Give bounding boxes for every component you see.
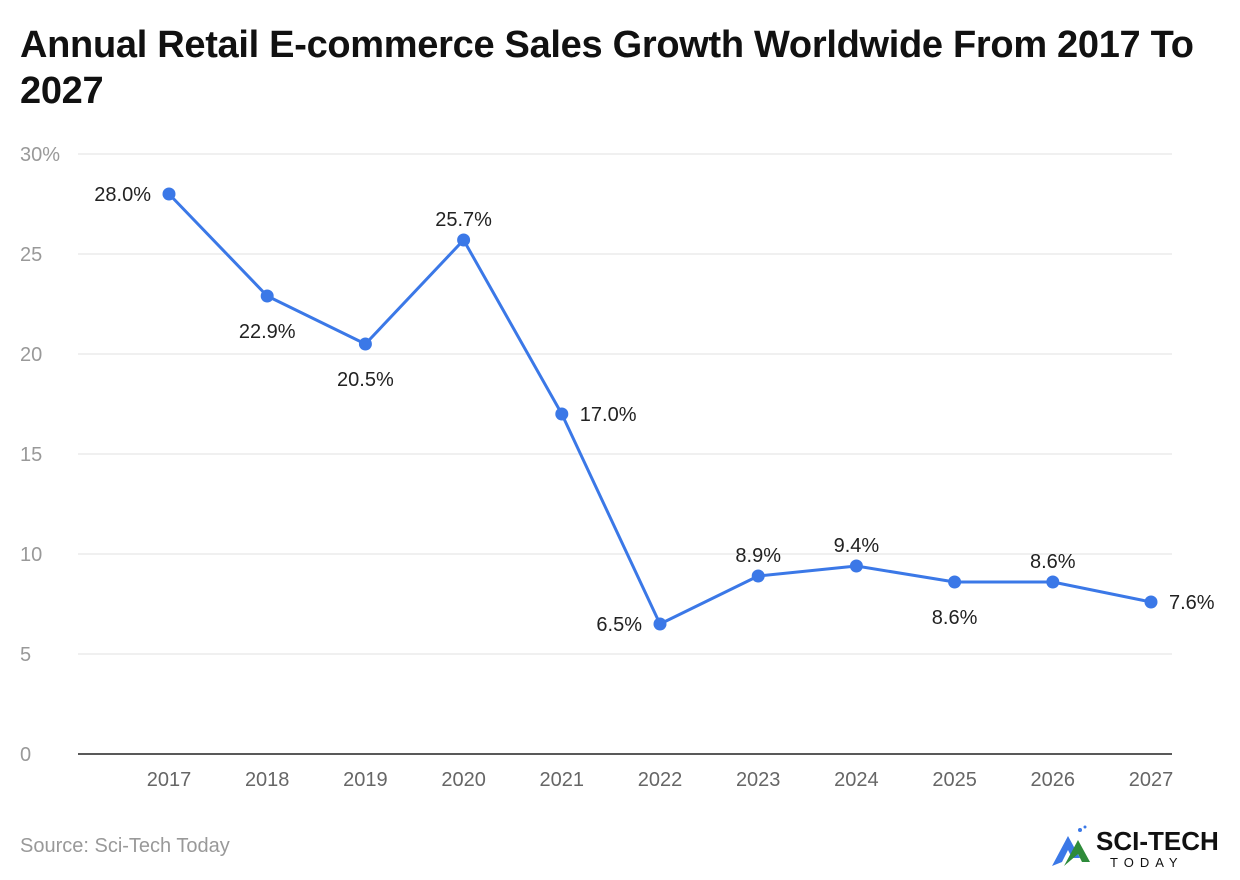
y-tick-label: 0 [20,744,31,766]
data-point [849,559,863,573]
source-note: Source: Sci-Tech Today [20,835,230,857]
data-label: 9.4% [834,535,880,557]
x-tick-label: 2024 [834,769,879,791]
series-line [167,192,1152,626]
x-tick-label: 2021 [540,769,585,791]
y-tick-label: 5 [20,644,31,666]
data-label: 25.7% [435,209,492,231]
data-label: 28.0% [94,184,151,206]
x-tick-label: 2020 [441,769,486,791]
data-label: 7.6% [1169,592,1215,614]
x-tick-label: 2023 [736,769,781,791]
data-label: 17.0% [580,404,637,426]
data-point [457,233,471,247]
chart-title: Annual Retail E-commerce Sales Growth Wo… [20,24,1194,112]
svg-text:TODAY: TODAY [1110,855,1184,870]
data-label: 22.9% [239,321,296,343]
x-tick-label: 2022 [638,769,683,791]
y-tick-label: 30% [20,144,60,166]
data-point [555,407,569,421]
x-tick-label: 2018 [245,769,290,791]
y-tick-label: 25 [20,244,42,266]
y-tick-label: 10 [20,544,42,566]
x-tick-label: 2025 [932,769,977,791]
x-tick-label: 2017 [147,769,192,791]
data-point [1046,575,1060,589]
data-point [358,337,372,351]
data-point [653,617,667,631]
x-tick-label: 2027 [1129,769,1174,791]
x-tick-label: 2026 [1031,769,1076,791]
data-label: 8.9% [735,545,781,567]
data-label: 8.6% [1030,551,1076,573]
data-label: 6.5% [596,614,642,636]
sci-tech-logo: SCI-TECH TODAY [1052,825,1219,870]
y-tick-label: 15 [20,444,42,466]
data-label: 20.5% [337,369,394,391]
data-point [260,289,274,303]
data-point [751,569,765,583]
data-label: 8.6% [932,607,978,629]
x-tick-label: 2019 [343,769,388,791]
data-point [162,187,176,201]
data-point [1144,595,1158,609]
y-tick-label: 20 [20,344,42,366]
data-point [948,575,962,589]
svg-text:SCI-TECH: SCI-TECH [1096,826,1219,856]
